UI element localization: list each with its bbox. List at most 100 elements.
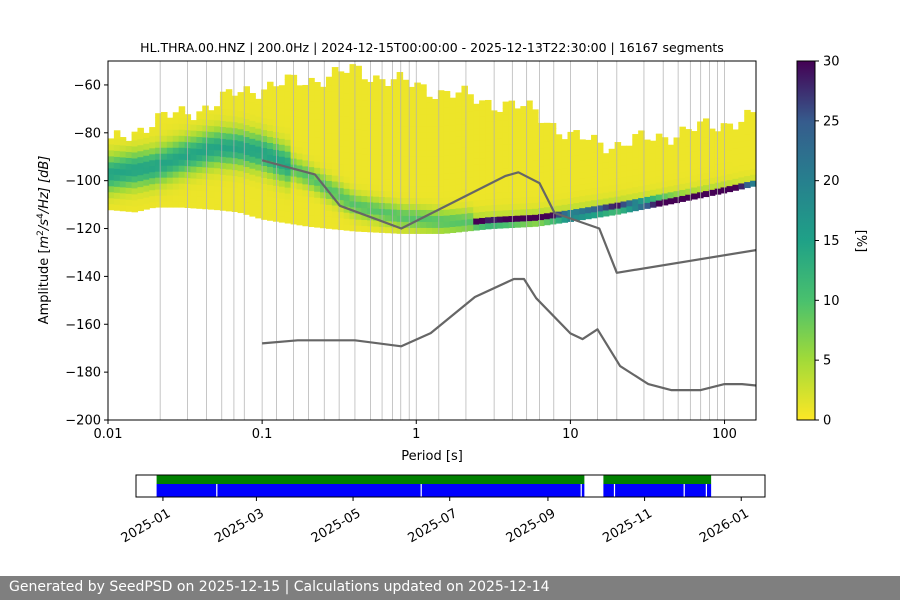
psd-bin <box>249 150 256 157</box>
psd-bin <box>750 120 756 127</box>
psd-bin <box>373 184 380 191</box>
psd-bin <box>561 174 569 181</box>
psd-bin <box>278 198 286 205</box>
psd-bin <box>691 151 698 158</box>
psd-bin <box>208 113 215 120</box>
psd-bin <box>243 118 250 126</box>
psd-bin <box>225 89 233 92</box>
psd-bin <box>679 183 686 190</box>
psd-bin <box>679 189 686 196</box>
psd-bin <box>278 108 286 115</box>
psd-bin <box>479 181 486 189</box>
psd-bin <box>343 72 351 76</box>
psd-bin <box>591 193 598 201</box>
psd-bin <box>108 203 115 211</box>
psd-bin <box>638 161 645 169</box>
psd-bin <box>526 214 533 222</box>
psd-bin <box>349 188 357 196</box>
psd-bin <box>408 107 415 115</box>
psd-bin <box>231 109 239 117</box>
psd-bin <box>549 211 557 219</box>
psd-bin <box>125 205 133 212</box>
psd-bin <box>514 161 521 168</box>
psd-bin <box>278 168 286 175</box>
psd-bin <box>284 79 292 86</box>
psd-bin <box>314 191 321 198</box>
psd-bin <box>237 92 245 94</box>
psd-bin <box>190 153 197 161</box>
psd-bin <box>231 205 239 212</box>
psd-bin <box>573 154 580 162</box>
psd-bin <box>402 137 410 145</box>
psd-bin <box>320 90 327 97</box>
psd-bin <box>396 101 404 109</box>
psd-bin <box>178 117 186 124</box>
psd-bin <box>320 173 327 181</box>
psd-bin <box>467 152 474 160</box>
psd-bin <box>231 193 239 201</box>
psd-bin <box>308 88 315 96</box>
psd-bin <box>738 123 745 130</box>
psd-bin <box>449 226 457 233</box>
psd-bin <box>532 148 539 155</box>
psd-bin <box>408 209 415 216</box>
psd-bin <box>702 178 710 186</box>
psd-bin <box>390 79 398 84</box>
psd-bin <box>308 160 315 168</box>
psd-bin <box>178 159 186 166</box>
psd-bin <box>426 101 433 109</box>
psd-bin <box>237 98 245 106</box>
psd-bin <box>426 209 433 216</box>
psd-bin <box>390 137 398 144</box>
psd-bin <box>473 176 480 183</box>
psd-bin <box>691 192 698 200</box>
psd-bin <box>526 136 533 144</box>
psd-bin <box>467 104 474 112</box>
psd-bin <box>702 190 710 198</box>
psd-bin <box>679 195 686 202</box>
psd-bin <box>414 82 421 85</box>
psd-bin <box>243 172 250 179</box>
psd-bin <box>443 161 451 168</box>
psd-bin <box>526 220 533 228</box>
psd-bin <box>708 183 716 190</box>
psd-bin <box>261 201 268 208</box>
psd-bin <box>449 196 457 204</box>
psd-bin <box>738 158 745 166</box>
psd-bin <box>308 124 315 132</box>
psd-bin <box>514 179 521 186</box>
x-axis-label: Period [s] <box>401 449 463 464</box>
psd-bin <box>443 173 451 180</box>
psd-bin <box>720 123 728 128</box>
psd-bin <box>355 75 362 83</box>
psd-bin <box>420 203 427 210</box>
psd-bin <box>178 123 186 130</box>
psd-bin <box>649 183 657 190</box>
psd-bin <box>267 82 274 90</box>
psd-bin <box>620 206 627 214</box>
psd-bin <box>196 130 203 138</box>
psd-bin <box>384 142 392 150</box>
psd-bin <box>532 214 539 221</box>
psd-bin <box>214 143 221 151</box>
psd-bin <box>514 143 521 150</box>
psd-bin <box>443 131 451 138</box>
psd-bin <box>602 153 610 157</box>
psd-bin <box>296 140 303 148</box>
psd-bin <box>237 188 245 196</box>
psd-bin <box>314 131 321 138</box>
psd-bin <box>284 139 292 146</box>
psd-bin <box>620 165 627 172</box>
psd-bin <box>702 136 710 144</box>
psd-bin <box>384 154 392 162</box>
psd-bin <box>520 160 527 168</box>
psd-bin <box>255 187 262 195</box>
psd-bin <box>750 112 756 115</box>
psd-bin <box>620 188 627 196</box>
psd-bin <box>137 186 144 194</box>
psd-bin <box>626 169 633 177</box>
psd-bin <box>461 207 468 214</box>
psd-bin <box>373 154 380 161</box>
psd-bin <box>691 133 698 140</box>
psd-bin <box>661 162 669 170</box>
